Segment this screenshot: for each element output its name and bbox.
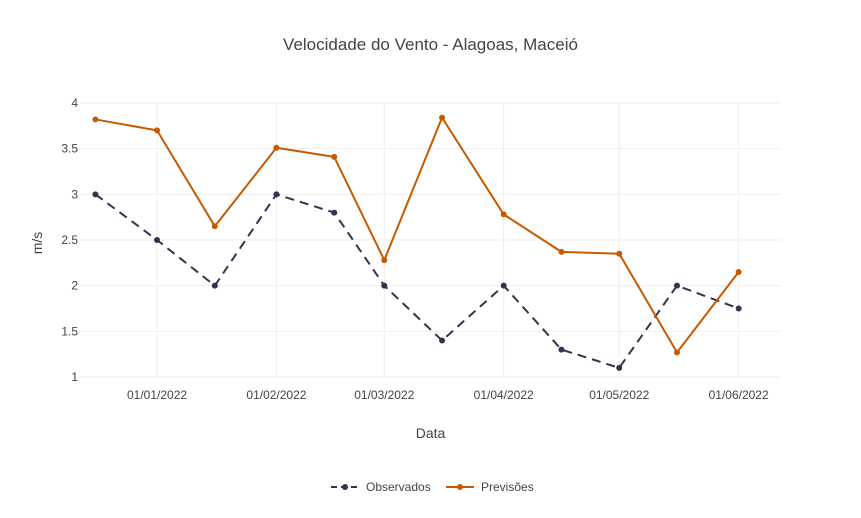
y-tick-label: 3.5 [61, 142, 78, 156]
data-point [381, 282, 388, 289]
legend-item-observados[interactable]: Observados [331, 480, 431, 494]
data-point [92, 191, 99, 198]
data-point [331, 209, 338, 216]
legend-item-previsões[interactable]: Previsões [446, 480, 534, 494]
data-point [273, 144, 280, 151]
data-point [381, 257, 388, 264]
data-point [211, 282, 218, 289]
legend-swatch-marker [342, 484, 348, 490]
y-tick-label: 2.5 [61, 233, 78, 247]
legend-swatch-marker [457, 484, 463, 490]
chart-title: Velocidade do Vento - Alagoas, Maceió [283, 35, 578, 54]
data-point [273, 191, 280, 198]
data-point [558, 346, 565, 353]
data-point [616, 250, 623, 257]
x-tick-label: 01/05/2022 [589, 388, 649, 402]
data-point [439, 114, 446, 121]
series-line [94, 193, 739, 369]
series-line [95, 116, 740, 354]
data-point [558, 248, 565, 255]
y-tick-label: 1.5 [61, 324, 78, 338]
data-point [500, 282, 507, 289]
data-point [439, 337, 446, 344]
axis-ticks: 1 1.5 2 2.5 3 3.5 4 01/01/2022 01/02/2022 01/03/2… [61, 96, 769, 402]
x-axis-title: Data [416, 425, 446, 441]
y-tick-label: 2 [71, 279, 78, 293]
data-point [154, 127, 161, 134]
y-axis-title: m/s [29, 232, 45, 255]
series-observados [92, 191, 742, 371]
x-tick-label: 01/06/2022 [709, 388, 769, 402]
data-point [674, 282, 681, 289]
x-tick-label: 01/04/2022 [474, 388, 534, 402]
series-previsões [92, 114, 742, 356]
y-tick-label: 3 [71, 187, 78, 201]
x-tick-label: 01/01/2022 [127, 388, 187, 402]
data-point [500, 211, 507, 218]
data-point [735, 305, 742, 312]
data-point [92, 116, 99, 123]
data-point [735, 268, 742, 275]
x-tick-label: 01/03/2022 [354, 388, 414, 402]
legend[interactable]: Observados Previsões [331, 480, 534, 494]
data-point [674, 349, 681, 356]
legend-label: Observados [366, 480, 431, 494]
data-point [154, 237, 161, 243]
y-tick-label: 4 [71, 96, 78, 110]
legend-label: Previsões [481, 480, 534, 494]
data-point [211, 223, 218, 230]
data-point [331, 153, 338, 160]
series-layer [92, 114, 742, 371]
x-tick-label: 01/02/2022 [246, 388, 306, 402]
y-tick-label: 1 [71, 370, 78, 384]
data-point [616, 364, 623, 371]
